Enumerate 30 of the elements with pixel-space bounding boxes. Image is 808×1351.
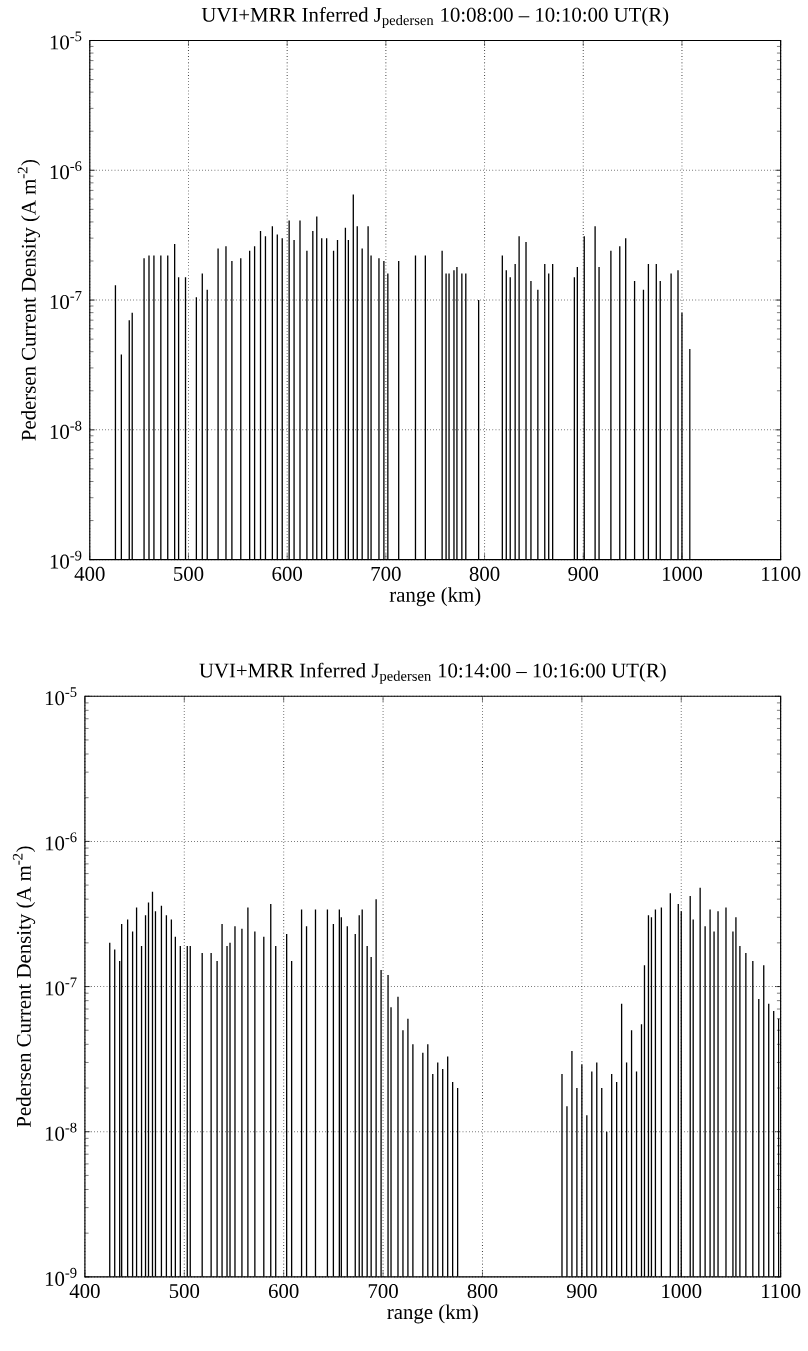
x-tick-label: 1100	[762, 566, 801, 581]
y-tick-label: 10$^{-5}$	[50, 31, 82, 50]
y-tick-label: 10$^{-5}$	[45, 687, 77, 706]
x-tick-label: 700	[368, 1284, 398, 1299]
x-tick-label: 600	[272, 566, 302, 581]
x-tick-label: 600	[268, 1284, 299, 1299]
chart-title: UVI+MRR Inferred J$_{pedersen}$ 10:14:00 – 10:16:00 UT(R)	[199, 662, 666, 684]
y-tick-label: 10$^{-6}$	[50, 161, 82, 180]
y-tick-label: 10$^{-7}$	[45, 977, 77, 996]
y-tick-label: 10$^{-6}$	[45, 832, 77, 851]
x-tick-label: 400	[69, 1284, 100, 1299]
y-tick-label: 10$^{-7}$	[50, 291, 82, 310]
x-tick-label: 800	[467, 1284, 498, 1299]
x-tick-label: 700	[371, 566, 401, 581]
x-tick-label: 1100	[762, 1284, 801, 1299]
y-axis-title: Pedersen Current Density (A m$^{-2}$)	[12, 846, 36, 1128]
x-tick-label: 800	[469, 566, 500, 581]
x-tick-label: 500	[169, 1284, 200, 1299]
x-tick-label: 1000	[662, 1284, 702, 1299]
x-tick-label: 900	[566, 1284, 597, 1299]
x-tick-label: 400	[74, 566, 105, 581]
x-axis-title: range (km)	[387, 1304, 478, 1324]
x-tick-label: 1000	[662, 566, 702, 581]
x-tick-label: 500	[174, 566, 204, 581]
y-tick-label: 10$^{-8}$	[50, 420, 82, 439]
y-axis-title: Pedersen Current Density (A m$^{-2}$)	[17, 159, 41, 441]
chart-title: UVI+MRR Inferred J$_{pedersen}$ 10:08:00 – 10:10:00 UT(R)	[201, 6, 669, 29]
x-axis-title: range (km)	[389, 587, 481, 607]
y-tick-label: 10$^{-8}$	[45, 1122, 77, 1141]
x-tick-label: 900	[568, 566, 599, 581]
